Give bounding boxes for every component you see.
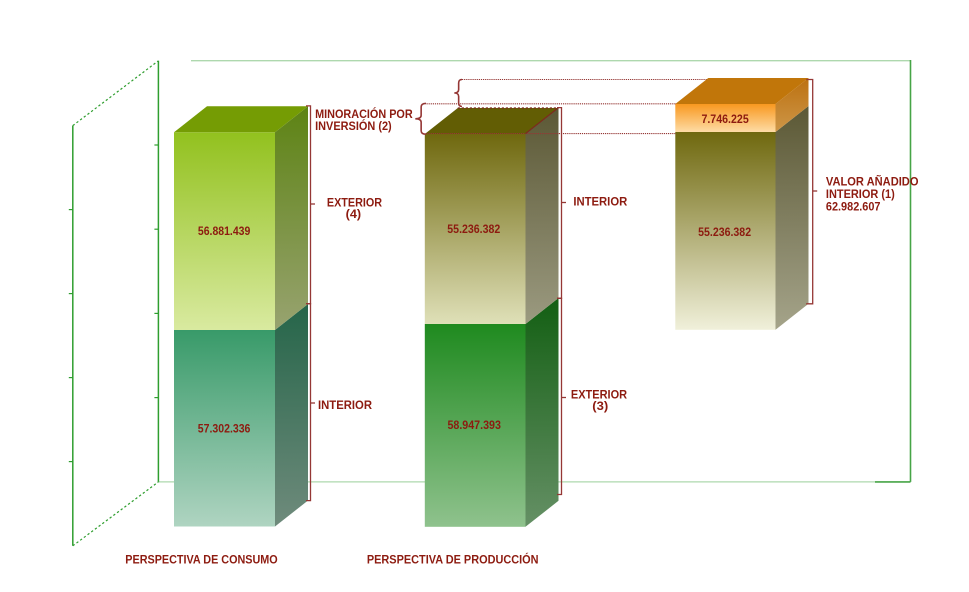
svg-text:EXTERIOR: EXTERIOR: [327, 197, 383, 210]
svg-text:INTERIOR: INTERIOR: [318, 399, 373, 412]
svg-text:VALOR AÑADIDO: VALOR AÑADIDO: [826, 176, 919, 189]
svg-text:PERSPECTIVA DE PRODUCCIÓN: PERSPECTIVA DE PRODUCCIÓN: [367, 554, 539, 567]
svg-text:57.302.336: 57.302.336: [198, 423, 251, 436]
svg-text:INTERIOR (1): INTERIOR (1): [826, 188, 895, 201]
svg-text:INTERIOR: INTERIOR: [573, 195, 627, 208]
svg-text:EXTERIOR: EXTERIOR: [571, 388, 628, 401]
svg-text:62.982.607: 62.982.607: [826, 201, 881, 214]
svg-text:(4): (4): [346, 208, 362, 221]
svg-text:56.881.439: 56.881.439: [198, 225, 251, 238]
svg-text:58.947.393: 58.947.393: [447, 419, 501, 432]
svg-text:MINORACIÓN POR: MINORACIÓN POR: [315, 108, 413, 121]
svg-text:7.746.225: 7.746.225: [701, 113, 749, 126]
svg-text:PERSPECTIVA DE CONSUMO: PERSPECTIVA DE CONSUMO: [125, 554, 277, 567]
svg-text:INVERSIÓN (2): INVERSIÓN (2): [315, 120, 392, 133]
svg-text:55.236.382: 55.236.382: [698, 226, 751, 239]
svg-text:(3): (3): [592, 400, 608, 413]
svg-text:55.236.382: 55.236.382: [447, 223, 500, 236]
